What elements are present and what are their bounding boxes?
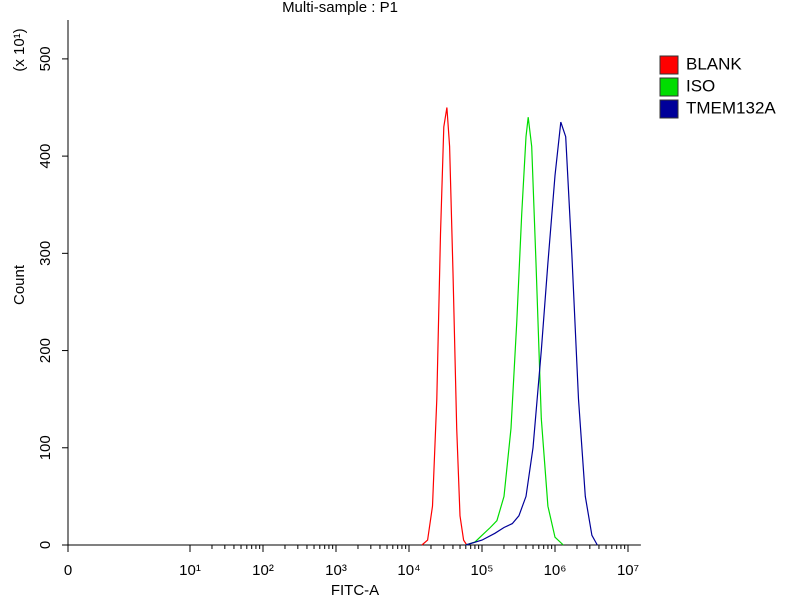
x-tick-label: 10⁷ [617,562,639,579]
x-tick-label: 10⁶ [544,562,567,579]
x-tick-label: 10⁵ [471,562,494,579]
x-tick-label: 10¹ [179,562,201,579]
histogram-line [465,121,598,546]
legend-label: BLANK [686,54,742,73]
legend-label: ISO [686,76,715,95]
legend-swatch [659,55,679,75]
legend-label: TMEM132A [686,98,776,117]
x-tick-label: 10⁴ [397,562,420,579]
y-axis-label: Count [11,264,28,305]
chart-title: Multi-sample : P1 [282,0,398,16]
y-tick-label: 400 [37,144,54,169]
histogram-line [421,107,468,546]
legend-swatch [659,77,679,97]
y-tick-label: 200 [37,338,54,363]
x-tick-label: 10³ [325,562,347,579]
y-tick-label: 300 [37,241,54,266]
x-tick-label: 10² [252,562,274,579]
y-multiplier: (x 10¹) [11,28,28,71]
y-tick-label: 100 [37,435,54,460]
x-tick-label: 0 [64,562,72,579]
histogram-line [465,117,564,546]
x-axis-label: FITC-A [331,582,379,599]
y-tick-label: 500 [37,46,54,71]
y-tick-label: 0 [37,541,54,549]
legend-swatch [659,99,679,119]
